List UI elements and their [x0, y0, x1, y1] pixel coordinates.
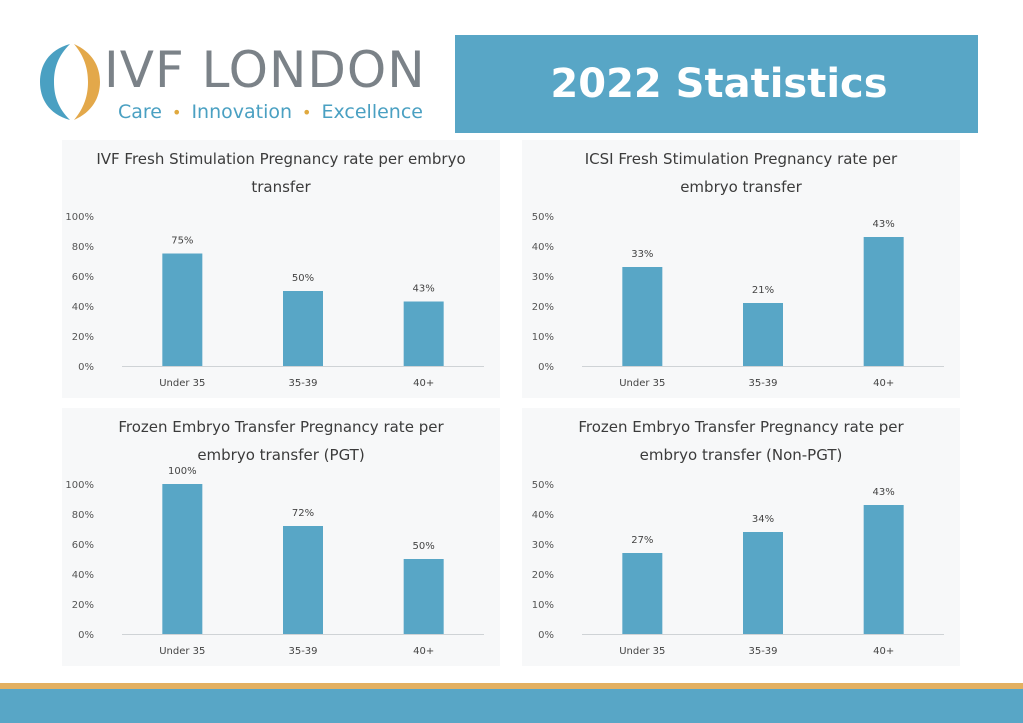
- chart-title-line: Frozen Embryo Transfer Pregnancy rate pe…: [578, 418, 904, 436]
- category-label: Under 35: [619, 378, 665, 389]
- data-label: 33%: [631, 249, 653, 260]
- bar: [622, 267, 663, 366]
- bar: [403, 559, 444, 634]
- chart-frozen-non-pgt: Frozen Embryo Transfer Pregnancy rate pe…: [522, 408, 960, 666]
- category-label: Under 35: [619, 646, 665, 657]
- tagline-dot-icon: •: [302, 103, 312, 122]
- chart-ivf-fresh-svg: IVF Fresh Stimulation Pregnancy rate per…: [65, 150, 484, 389]
- bar: [403, 301, 444, 366]
- chart-title-line: ICSI Fresh Stimulation Pregnancy rate pe…: [585, 150, 898, 168]
- category-label: 40+: [413, 646, 434, 657]
- ivf-london-logo: IVF LONDON Care • Innovation • Excellence: [40, 38, 450, 128]
- y-tick-label: 40%: [72, 302, 94, 313]
- y-tick-label: 80%: [72, 510, 94, 521]
- y-tick-label: 60%: [72, 272, 94, 283]
- tagline-excellence: Excellence: [321, 101, 423, 123]
- category-label: Under 35: [159, 378, 205, 389]
- chart-title-line: IVF Fresh Stimulation Pregnancy rate per…: [96, 150, 465, 168]
- y-tick-label: 60%: [72, 540, 94, 551]
- y-tick-label: 40%: [532, 510, 554, 521]
- y-tick-label: 50%: [532, 212, 554, 223]
- category-label: 40+: [873, 378, 894, 389]
- bar: [863, 505, 904, 634]
- chart-frozen-non-pgt-svg: Frozen Embryo Transfer Pregnancy rate pe…: [532, 418, 944, 657]
- chart-frozen-pgt: Frozen Embryo Transfer Pregnancy rate pe…: [62, 408, 500, 666]
- data-label: 21%: [752, 285, 774, 296]
- bar: [162, 484, 203, 634]
- bar: [283, 526, 323, 634]
- bar: [743, 303, 783, 366]
- y-tick-label: 100%: [65, 480, 94, 491]
- bar: [283, 291, 323, 366]
- crescent-logo-icon: [40, 44, 100, 120]
- data-label: 72%: [292, 508, 314, 519]
- chart-title-line: transfer: [251, 178, 311, 196]
- y-tick-label: 20%: [72, 332, 94, 343]
- data-label: 43%: [413, 284, 435, 295]
- logo-tagline: Care • Innovation • Excellence: [118, 100, 423, 125]
- y-tick-label: 0%: [78, 362, 94, 373]
- tagline-dot-icon: •: [172, 103, 182, 122]
- logo-wordmark: IVF LONDON: [104, 41, 426, 99]
- chart-title-line: embryo transfer (Non-PGT): [640, 446, 843, 464]
- y-tick-label: 40%: [72, 570, 94, 581]
- title-banner: 2022 Statistics: [455, 35, 978, 133]
- chart-icsi-fresh: ICSI Fresh Stimulation Pregnancy rate pe…: [522, 140, 960, 398]
- bar: [743, 532, 783, 634]
- chart-icsi-fresh-svg: ICSI Fresh Stimulation Pregnancy rate pe…: [532, 150, 944, 389]
- chart-title-line: Frozen Embryo Transfer Pregnancy rate pe…: [118, 418, 444, 436]
- data-label: 34%: [752, 514, 774, 525]
- data-label: 43%: [873, 487, 895, 498]
- category-label: 40+: [873, 646, 894, 657]
- category-label: 35-39: [748, 378, 777, 389]
- y-tick-label: 0%: [78, 630, 94, 641]
- bar: [622, 553, 663, 634]
- chart-title-line: embryo transfer (PGT): [197, 446, 364, 464]
- y-tick-label: 10%: [532, 600, 554, 611]
- bar: [162, 253, 203, 366]
- y-tick-label: 40%: [532, 242, 554, 253]
- data-label: 100%: [168, 466, 197, 477]
- y-tick-label: 30%: [532, 272, 554, 283]
- data-label: 50%: [413, 541, 435, 552]
- category-label: 35-39: [288, 646, 317, 657]
- chart-ivf-fresh: IVF Fresh Stimulation Pregnancy rate per…: [62, 140, 500, 398]
- y-tick-label: 0%: [538, 362, 554, 373]
- y-tick-label: 20%: [532, 302, 554, 313]
- chart-title-line: embryo transfer: [680, 178, 802, 196]
- y-tick-label: 30%: [532, 540, 554, 551]
- y-tick-label: 10%: [532, 332, 554, 343]
- category-label: 35-39: [748, 646, 777, 657]
- data-label: 43%: [873, 219, 895, 230]
- category-label: 35-39: [288, 378, 317, 389]
- data-label: 27%: [631, 535, 653, 546]
- footer-blue-band: [0, 689, 1023, 723]
- category-label: 40+: [413, 378, 434, 389]
- page-title: 2022 Statistics: [550, 61, 888, 107]
- y-tick-label: 100%: [65, 212, 94, 223]
- tagline-care: Care: [118, 101, 162, 123]
- y-tick-label: 50%: [532, 480, 554, 491]
- chart-frozen-pgt-svg: Frozen Embryo Transfer Pregnancy rate pe…: [65, 418, 484, 657]
- y-tick-label: 20%: [532, 570, 554, 581]
- y-tick-label: 0%: [538, 630, 554, 641]
- category-label: Under 35: [159, 646, 205, 657]
- data-label: 75%: [171, 236, 193, 247]
- data-label: 50%: [292, 273, 314, 284]
- footer-gold-stripe: [0, 683, 1023, 689]
- y-tick-label: 80%: [72, 242, 94, 253]
- tagline-innovation: Innovation: [191, 101, 293, 123]
- y-tick-label: 20%: [72, 600, 94, 611]
- bar: [863, 237, 904, 366]
